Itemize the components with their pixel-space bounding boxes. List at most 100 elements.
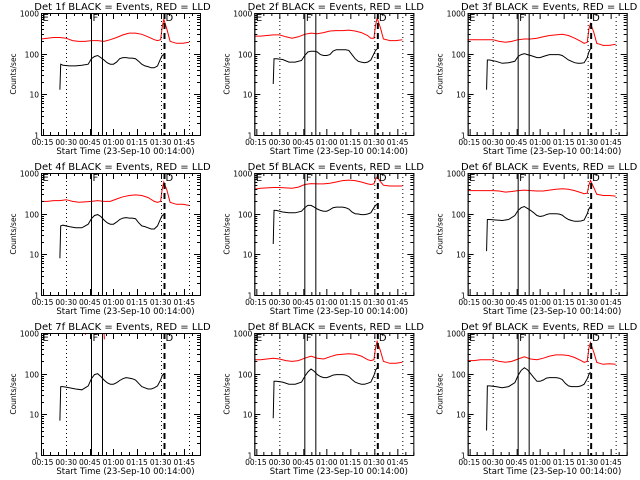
x-axis-label: Start Time (23-Sep-10 00:14:00) [483, 147, 621, 157]
x-tick-label: 01:45 [387, 298, 409, 307]
x-tick-label: 00:45 [506, 298, 528, 307]
panel-title: Det 7f BLACK = Events, RED = LLD [34, 322, 211, 333]
event-label: D [166, 173, 174, 184]
y-tick-label: 10 [456, 411, 466, 420]
x-tick-label: 00:30 [55, 138, 77, 147]
x-tick-label: 00:15 [32, 298, 54, 307]
y-tick-label: 1000 [447, 10, 466, 19]
x-tick-label: 00:45 [292, 298, 314, 307]
y-tick-label: 100 [238, 211, 253, 220]
series-events [486, 205, 591, 252]
x-tick-label: 00:30 [269, 458, 291, 467]
y-tick-label: 10 [456, 251, 466, 260]
series-lld [467, 340, 616, 365]
x-tick-label: 00:45 [506, 138, 528, 147]
y-tick-label: 100 [25, 211, 40, 220]
x-tick-label: 01:45 [173, 298, 195, 307]
x-tick-label: 00:30 [269, 298, 291, 307]
y-tick-label: 1000 [233, 170, 252, 179]
event-label: E [469, 13, 475, 24]
x-axis-label: Start Time (23-Sep-10 00:14:00) [270, 307, 408, 317]
x-axis-label: Start Time (23-Sep-10 00:14:00) [483, 467, 621, 477]
x-tick-label: 01:45 [173, 458, 195, 467]
y-axis-label: Counts/sec [436, 213, 445, 254]
y-tick-label: 1 [34, 132, 39, 141]
x-tick-label: 01:15 [553, 138, 575, 147]
y-tick-label: 1000 [447, 330, 466, 339]
x-tick-label: 01:00 [316, 138, 338, 147]
x-tick-label: 01:45 [387, 138, 409, 147]
event-label: E [256, 173, 262, 184]
x-tick-label: 00:15 [245, 458, 267, 467]
panel-title: Det 5f BLACK = Events, RED = LLD [248, 162, 425, 173]
y-tick-label: 1000 [20, 330, 39, 339]
event-label: F [306, 333, 312, 344]
x-tick-label: 00:30 [269, 138, 291, 147]
x-axis-label: Start Time (23-Sep-10 00:14:00) [56, 307, 194, 317]
y-tick-label: 10 [456, 91, 466, 100]
panel-title: Det 8f BLACK = Events, RED = LLD [248, 322, 425, 333]
event-label: E [469, 333, 475, 344]
y-tick-label: 10 [29, 251, 39, 260]
event-label: F [519, 13, 525, 24]
event-label: E [43, 173, 49, 184]
y-axis-label: Counts/sec [222, 213, 231, 254]
event-label: D [379, 173, 387, 184]
x-axis-label: Start Time (23-Sep-10 00:14:00) [270, 147, 408, 157]
x-tick-label: 01:30 [363, 298, 385, 307]
event-label: D [592, 333, 600, 344]
y-tick-label: 1 [34, 452, 39, 461]
panel-title: Det 1f BLACK = Events, RED = LLD [34, 2, 211, 13]
x-tick-label: 01:00 [316, 298, 338, 307]
event-label: D [592, 173, 600, 184]
x-tick-label: 00:30 [55, 298, 77, 307]
panel-title: Det 3f BLACK = Events, RED = LLD [461, 2, 638, 13]
x-tick-label: 00:45 [79, 138, 101, 147]
series-events [59, 214, 165, 259]
y-tick-label: 100 [451, 211, 466, 220]
event-label: E [469, 173, 475, 184]
x-axis-label: Start Time (23-Sep-10 00:14:00) [56, 147, 194, 157]
x-tick-label: 01:00 [529, 298, 551, 307]
series-lld [467, 179, 616, 197]
x-tick-label: 00:15 [458, 138, 480, 147]
x-tick-label: 00:15 [32, 138, 54, 147]
plot-frame [41, 333, 201, 456]
event-label: F [306, 13, 312, 24]
series-lld [254, 176, 403, 190]
y-tick-label: 1 [461, 132, 466, 141]
event-label: D [166, 13, 174, 24]
series-lld [41, 17, 190, 44]
event-label: D [379, 13, 387, 24]
x-tick-label: 00:15 [245, 298, 267, 307]
x-tick-label: 01:15 [126, 138, 148, 147]
x-tick-label: 00:30 [482, 458, 504, 467]
y-tick-label: 10 [29, 411, 39, 420]
series-events [486, 367, 591, 431]
x-tick-label: 01:30 [576, 458, 598, 467]
x-axis-label: Start Time (23-Sep-10 00:14:00) [483, 307, 621, 317]
y-tick-label: 1000 [233, 10, 252, 19]
y-tick-label: 1000 [447, 170, 466, 179]
x-tick-label: 01:30 [150, 298, 172, 307]
x-tick-label: 01:30 [576, 298, 598, 307]
y-tick-label: 1000 [20, 170, 39, 179]
event-label: F [93, 333, 99, 344]
y-tick-label: 100 [25, 371, 40, 380]
x-tick-label: 00:30 [482, 138, 504, 147]
x-tick-label: 00:15 [458, 458, 480, 467]
y-tick-label: 10 [243, 411, 253, 420]
plot-frame [467, 13, 628, 136]
event-label: D [379, 333, 387, 344]
plot-frame [254, 13, 415, 136]
event-label: F [306, 173, 312, 184]
event-label: F [93, 173, 99, 184]
y-axis-label: Counts/sec [9, 373, 18, 414]
x-tick-label: 01:45 [600, 298, 622, 307]
